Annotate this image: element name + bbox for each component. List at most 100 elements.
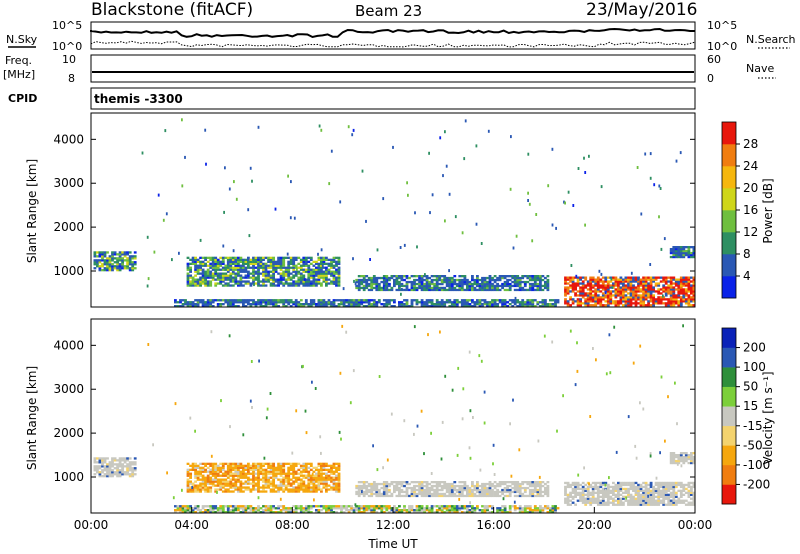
scatter-cell (594, 499, 598, 502)
scatter-cell (279, 462, 283, 465)
scatter-cell (453, 286, 457, 290)
scatter-cell (98, 261, 102, 264)
scatter-cell (690, 255, 693, 259)
scatter-cell (521, 492, 525, 496)
scatter-cell (318, 124, 321, 128)
scatter-cell (460, 505, 464, 508)
scatter-cell (171, 258, 173, 262)
scatter-cell (662, 288, 666, 291)
scatter-cell (382, 484, 386, 488)
scatter-cell (617, 290, 620, 293)
scatter-cell (473, 484, 477, 488)
scatter-cell (282, 256, 286, 259)
nsearch-label: N.Search (746, 33, 796, 46)
scatter-cell (335, 282, 338, 285)
scatter-cell (654, 491, 658, 494)
scatter-cell (385, 301, 389, 304)
scatter-cell (392, 145, 394, 149)
scatter-cell (111, 265, 114, 268)
scatter-cell (564, 298, 567, 301)
scatter-cell (574, 495, 577, 498)
scatter-cell (513, 494, 517, 498)
scatter-cell (501, 301, 504, 304)
scatter-cell (463, 481, 467, 484)
scatter-cell (423, 301, 426, 304)
scatter-cell (116, 469, 119, 472)
scatter-cell (216, 260, 220, 263)
scatter-cell (118, 457, 122, 460)
scatter-cell (251, 406, 253, 409)
scatter-cell (634, 300, 638, 303)
scatter-cell (325, 484, 328, 487)
scatter-cell (619, 487, 623, 491)
scatter-cell (312, 474, 316, 477)
scatter-cell (325, 276, 328, 279)
scatter-cell (294, 509, 298, 512)
scatter-cell (672, 489, 676, 492)
scatter-cell (237, 282, 240, 285)
scatter-cell (619, 286, 623, 289)
scatter-cell (226, 466, 230, 469)
scatter-cell (564, 485, 567, 489)
scatter-cell (219, 466, 223, 469)
scatter-cell (687, 255, 691, 259)
scatter-cell (209, 468, 213, 471)
scatter-cell (272, 258, 275, 261)
scatter-cell (523, 275, 527, 278)
scatter-cell (224, 272, 228, 275)
scatter-cell (219, 488, 223, 491)
scatter-cell (571, 290, 575, 293)
scatter-cell (254, 258, 258, 261)
scatter-cell (189, 274, 192, 277)
scatter-cell (244, 260, 248, 263)
scatter-cell (284, 272, 288, 275)
scatter-cell (672, 296, 676, 299)
scatter-cell (533, 288, 537, 292)
scatter-cell (219, 511, 223, 514)
scatter-cell (589, 501, 593, 504)
scatter-cell (672, 276, 676, 279)
scatter-cell (508, 286, 512, 290)
scatter-cell (252, 468, 255, 471)
scatter-cell (126, 261, 129, 264)
scatter-cell (269, 278, 273, 281)
scatter-cell (606, 286, 610, 289)
scatter-cell (128, 463, 132, 466)
scatter-cell (420, 481, 424, 484)
scatter-cell (639, 278, 643, 281)
scatter-cell (272, 303, 275, 306)
scatter-cell (692, 481, 696, 485)
scatter-cell (642, 501, 645, 504)
scatter-cell (174, 305, 177, 308)
scatter-cell (589, 304, 593, 307)
scatter-cell (294, 472, 298, 475)
scatter-cell (501, 275, 504, 278)
scatter-cell (478, 484, 482, 488)
scatter-cell (544, 301, 547, 304)
scatter-cell (101, 257, 104, 260)
scatter-cell (113, 251, 117, 254)
scatter-cell (692, 304, 696, 307)
scatter-cell (420, 305, 424, 308)
scatter-cell (116, 257, 119, 260)
scatter-cell (478, 299, 482, 302)
scatter-cell (355, 299, 358, 302)
scatter-cell (315, 488, 318, 491)
scatter-cell (297, 276, 301, 279)
scatter-cell (292, 464, 296, 467)
scatter-cell (438, 494, 442, 498)
scatter-cell (153, 250, 156, 254)
scatter-cell (249, 262, 253, 265)
scatter-cell (440, 494, 444, 498)
scatter-cell (204, 272, 207, 275)
scatter-cell (219, 505, 223, 508)
scatter-cell (111, 253, 114, 256)
scatter-cell (279, 472, 283, 475)
scatter-cell (335, 260, 338, 263)
scatter-cell (361, 169, 364, 173)
scatter-cell (126, 259, 129, 262)
scatter-cell (382, 486, 386, 490)
scatter-cell (533, 511, 537, 514)
scatter-cell (637, 487, 640, 491)
scatter-cell (304, 507, 308, 510)
